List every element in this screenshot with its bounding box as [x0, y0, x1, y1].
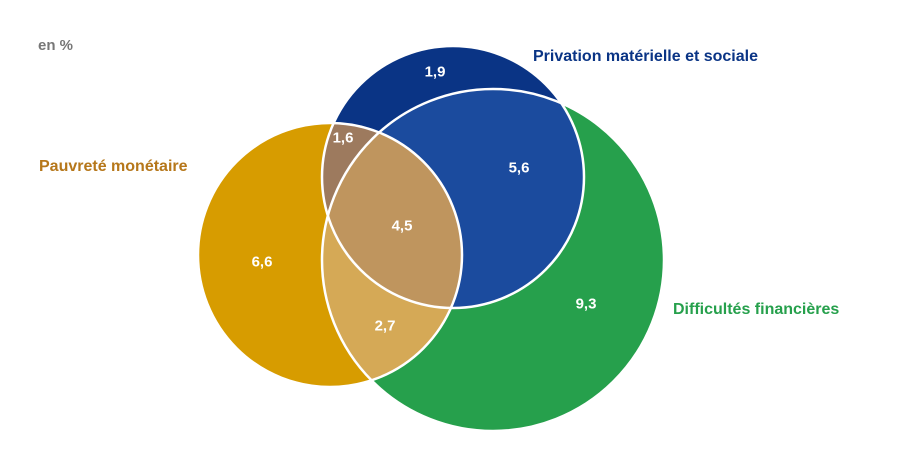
set-label-pauvrete: Pauvreté monétaire [39, 158, 188, 175]
value-privation-pauvrete: 1,6 [333, 130, 354, 147]
outline-pauvrete [196, 121, 464, 389]
value-privation-only: 1,9 [425, 64, 446, 81]
unit-label: en % [38, 37, 73, 54]
outline-privation [320, 44, 586, 310]
region-all-three [322, 123, 462, 308]
value-pauvrete-only: 6,6 [252, 254, 273, 271]
value-all-three: 4,5 [392, 218, 413, 235]
outline-difficultes [320, 87, 666, 433]
value-privation-difficultes: 5,6 [509, 160, 530, 177]
value-pauvrete-difficultes: 2,7 [375, 318, 396, 335]
value-difficultes-only: 9,3 [576, 296, 597, 313]
set-label-difficultes: Difficultés financières [673, 301, 839, 318]
set-label-privation: Privation matérielle et sociale [533, 48, 758, 65]
